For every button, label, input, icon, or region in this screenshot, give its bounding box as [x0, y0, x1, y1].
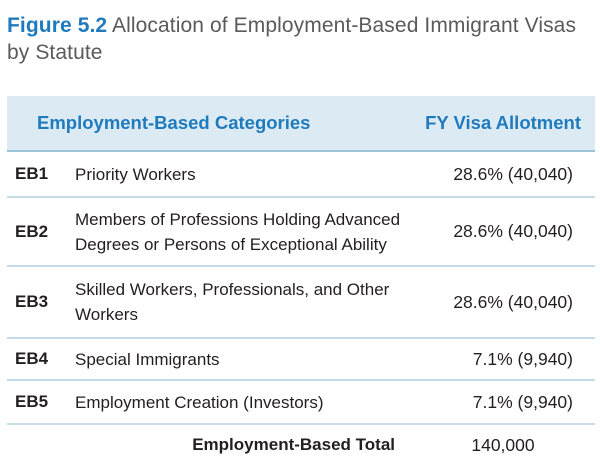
category-code: EB3: [15, 292, 49, 311]
category-code: EB2: [15, 221, 49, 241]
category-allotment: 7.1% (9,940): [472, 348, 573, 369]
total-value: 140,000: [471, 434, 535, 455]
total-row: Employment-Based Total 140,000: [7, 425, 595, 465]
category-code: EB1: [15, 164, 49, 183]
figure-title: Figure 5.2 Allocation of Employment-Base…: [7, 12, 593, 66]
category-allotment: 28.6% (40,040): [453, 291, 573, 312]
category-description: Skilled Workers, Professionals, and Othe…: [75, 280, 390, 324]
visa-allocation-table: Employment-Based Categories FY Visa Allo…: [7, 96, 595, 465]
column-header-allotment: FY Visa Allotment: [425, 112, 581, 133]
figure-caption: Allocation of Employment-Based Immigrant…: [7, 14, 577, 64]
category-code: EB5: [15, 392, 49, 411]
table-row: EB1 Priority Workers 28.6% (40,040): [7, 152, 595, 198]
category-allotment: 28.6% (40,040): [453, 163, 573, 184]
category-code: EB4: [15, 349, 49, 368]
category-description: Employment Creation (Investors): [75, 392, 324, 412]
table-row: EB3 Skilled Workers, Professionals, and …: [7, 267, 595, 339]
figure-label: Figure 5.2: [7, 14, 108, 37]
column-header-category: Employment-Based Categories: [37, 112, 311, 133]
table-header: Employment-Based Categories FY Visa Allo…: [7, 96, 595, 152]
total-label: Employment-Based Total: [192, 435, 395, 454]
category-description: Members of Professions Holding Advanced …: [75, 209, 401, 254]
category-description: Priority Workers: [75, 164, 196, 184]
category-description: Special Immigrants: [75, 349, 220, 369]
table-row: EB2 Members of Professions Holding Advan…: [7, 198, 595, 267]
table-row: EB5 Employment Creation (Investors) 7.1%…: [7, 381, 595, 425]
category-allotment: 7.1% (9,940): [472, 391, 573, 412]
table-row: EB4 Special Immigrants 7.1% (9,940): [7, 339, 595, 381]
category-allotment: 28.6% (40,040): [453, 221, 573, 241]
